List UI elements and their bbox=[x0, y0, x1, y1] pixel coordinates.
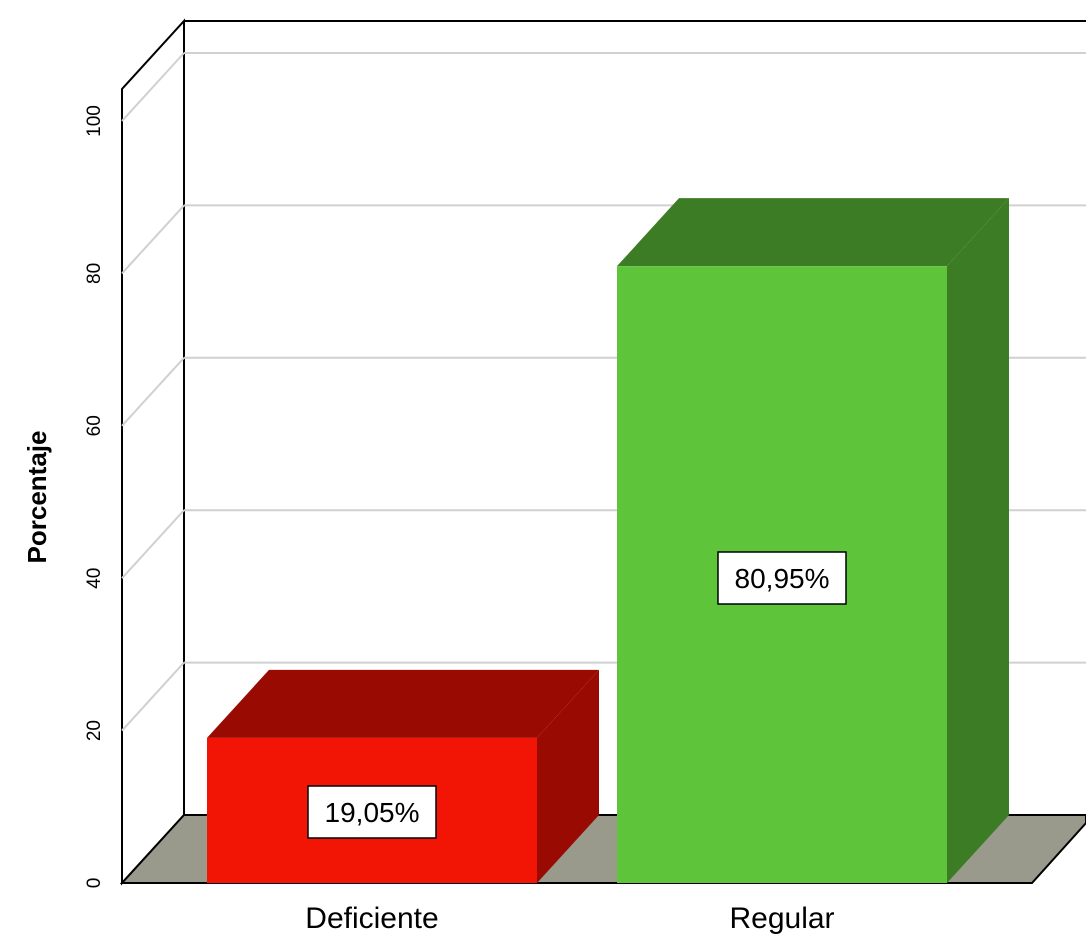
data-label-box bbox=[717, 551, 847, 605]
gridline-side bbox=[121, 357, 185, 427]
gridline-side bbox=[121, 204, 185, 275]
y-tick-label: 80 bbox=[84, 263, 105, 284]
gridline-side bbox=[121, 509, 185, 579]
y-tick-labels: 0 20 40 60 80 100 bbox=[84, 105, 105, 888]
data-label: 80,95% bbox=[735, 563, 830, 594]
y-tick-label: 60 bbox=[84, 415, 105, 436]
bar-top bbox=[207, 669, 599, 738]
bar-side bbox=[947, 198, 1009, 883]
category-labels: Deficiente Regular bbox=[305, 902, 834, 935]
bars: 19,05% 80,95% bbox=[207, 198, 1009, 883]
y-tick-label: 100 bbox=[84, 105, 105, 137]
left-wall bbox=[121, 18, 185, 886]
bar-top bbox=[617, 198, 1009, 267]
y-axis-title: Porcentaje bbox=[22, 431, 52, 564]
y-tick-label: 0 bbox=[84, 878, 105, 889]
bar-side bbox=[537, 669, 599, 883]
bar-deficiente: 19,05% bbox=[207, 669, 599, 883]
category-label: Deficiente bbox=[305, 902, 438, 935]
data-label-box bbox=[307, 785, 437, 839]
y-tick-label: 40 bbox=[84, 568, 105, 589]
gridline-side bbox=[121, 52, 185, 122]
bar-regular: 80,95% bbox=[617, 198, 1009, 883]
category-label: Regular bbox=[729, 902, 834, 935]
data-label: 19,05% bbox=[325, 797, 420, 828]
gridline-side bbox=[121, 661, 185, 732]
y-tick-label: 20 bbox=[84, 720, 105, 741]
